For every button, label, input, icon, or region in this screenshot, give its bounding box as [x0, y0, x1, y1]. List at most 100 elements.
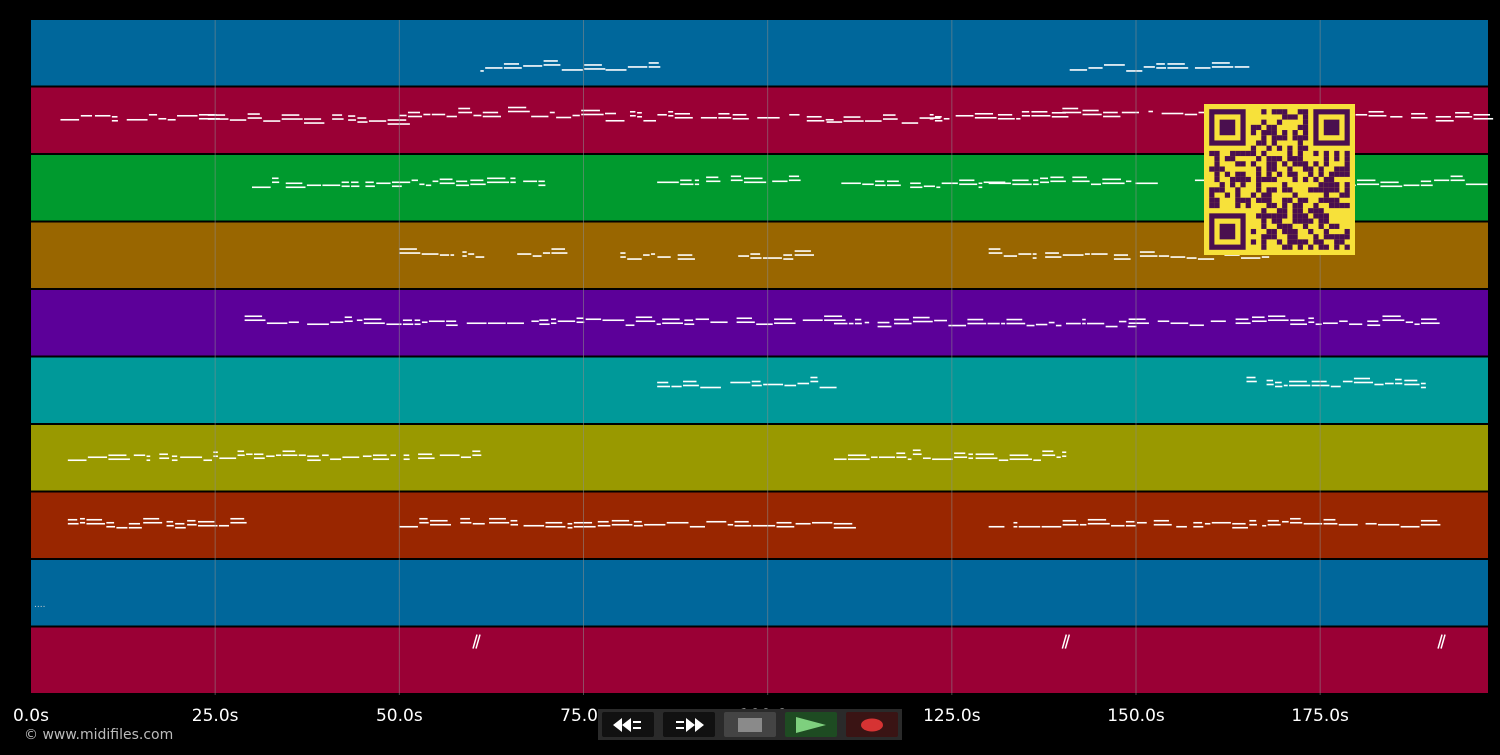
fast-forward-button[interactable] [663, 712, 715, 737]
note [833, 522, 853, 525]
note [475, 634, 481, 649]
note [390, 454, 396, 457]
note [1102, 178, 1121, 181]
note [556, 116, 572, 119]
note [1380, 185, 1403, 188]
track-lane [31, 425, 1488, 491]
note [67, 459, 87, 462]
note [1252, 320, 1267, 323]
note [1241, 257, 1261, 259]
note [680, 179, 692, 182]
note [627, 258, 642, 260]
note [1041, 525, 1062, 528]
note [108, 458, 130, 461]
note [351, 181, 359, 184]
note [997, 117, 1015, 120]
note [763, 383, 784, 386]
note [348, 115, 356, 117]
note [439, 182, 455, 185]
note [128, 526, 142, 529]
note [833, 322, 848, 325]
transport-controls [598, 709, 902, 740]
record-button[interactable] [846, 712, 898, 737]
note [668, 110, 674, 113]
note [508, 106, 527, 109]
note [1062, 455, 1067, 458]
note [1153, 523, 1172, 526]
note [1374, 383, 1384, 386]
note [1003, 255, 1018, 257]
rewind-button[interactable] [602, 712, 654, 737]
note [1066, 322, 1081, 325]
note [1087, 518, 1107, 521]
note [1082, 322, 1086, 325]
note [159, 457, 170, 460]
note [1368, 110, 1384, 113]
note [1357, 183, 1380, 186]
note [1405, 321, 1414, 324]
note [143, 521, 163, 524]
note [1315, 323, 1322, 326]
time-tick-label: 50.0s [375, 706, 423, 726]
note [203, 459, 212, 462]
note [446, 115, 457, 118]
note [472, 454, 482, 457]
note [706, 180, 721, 183]
note [1105, 325, 1118, 328]
note [1125, 524, 1136, 527]
note [954, 456, 968, 459]
time-tick-label: 125.0s [923, 706, 981, 726]
note [423, 113, 431, 116]
note [597, 524, 611, 527]
note [700, 386, 721, 389]
note [1420, 180, 1432, 183]
note [894, 322, 912, 325]
note [86, 522, 105, 525]
note [896, 452, 906, 455]
note [907, 458, 912, 461]
note [629, 114, 636, 117]
note [418, 453, 433, 456]
note [1282, 520, 1289, 523]
note [833, 458, 847, 461]
note [988, 252, 1003, 254]
note [1465, 183, 1488, 186]
note [854, 318, 862, 321]
note [848, 322, 854, 325]
note [1170, 256, 1186, 258]
play-button[interactable] [785, 712, 837, 737]
note [387, 119, 407, 121]
note [1323, 518, 1336, 521]
note [166, 520, 174, 523]
note [439, 454, 460, 457]
note [1064, 634, 1071, 649]
note [941, 182, 958, 185]
note [751, 384, 762, 387]
note [281, 118, 303, 120]
note [487, 177, 506, 180]
note [718, 112, 730, 115]
note [523, 65, 543, 67]
note [841, 182, 861, 185]
note [1045, 256, 1062, 258]
note [732, 117, 749, 120]
note [1211, 62, 1230, 64]
note [418, 457, 435, 460]
note [662, 318, 680, 321]
note [1204, 522, 1211, 525]
time-tick-label: 75.0s [560, 706, 607, 726]
note [304, 118, 322, 120]
note [1126, 70, 1143, 72]
note [1006, 322, 1026, 325]
note [282, 454, 298, 457]
stop-button[interactable] [724, 712, 776, 737]
note [1403, 184, 1420, 187]
note [146, 459, 151, 462]
note [826, 121, 843, 123]
note [954, 452, 966, 455]
note [1158, 255, 1170, 257]
note [1384, 382, 1394, 385]
note [1249, 519, 1257, 522]
note [959, 183, 978, 186]
note [576, 321, 585, 324]
